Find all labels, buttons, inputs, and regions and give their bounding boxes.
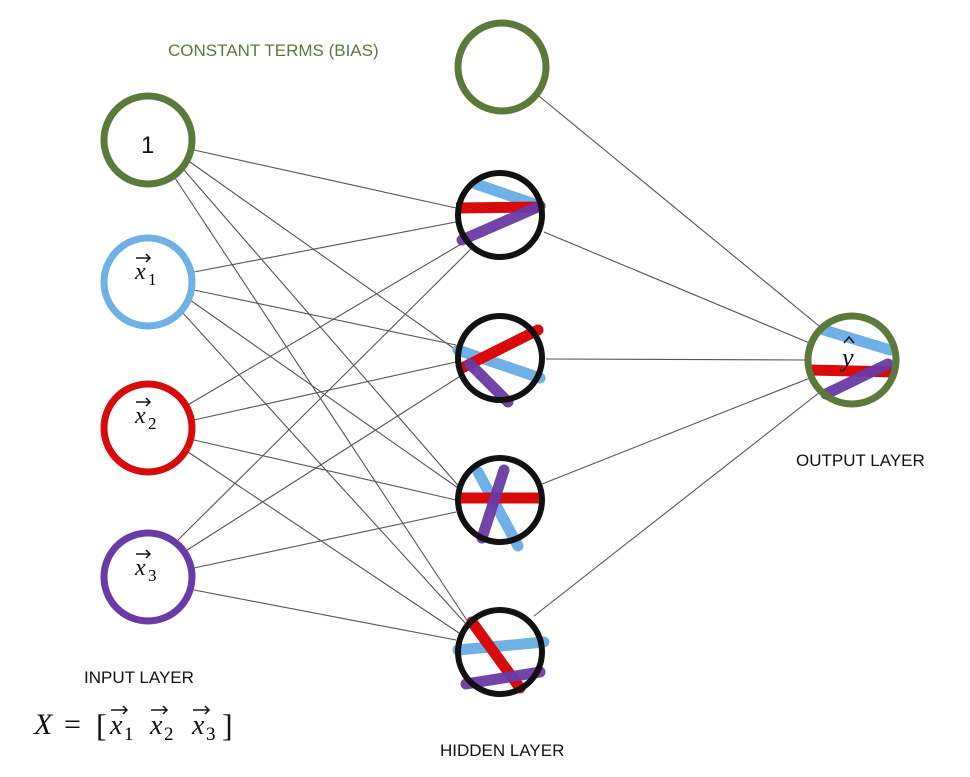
x2-base: x	[134, 403, 146, 429]
eq-x3-base: x	[191, 710, 205, 741]
hidden-layer	[452, 19, 550, 697]
input-x1-label: x 1	[134, 253, 157, 289]
edges	[174, 91, 825, 641]
output-y-hat-label: y	[839, 343, 854, 372]
hidden-node-2	[452, 313, 546, 408]
bias-label: CONSTANT TERMS (BIAS)	[168, 41, 379, 60]
hidden-bias-node	[454, 19, 550, 115]
input-x1-node	[100, 234, 196, 330]
edge-x3-h3	[193, 511, 457, 569]
edge-x1-h4	[181, 311, 467, 625]
edge-x1-h1	[193, 221, 457, 273]
input-x3-node	[100, 529, 196, 625]
input-layer: 1 x 1 x 2 x 3	[100, 92, 196, 625]
edge-x2-h1	[185, 239, 469, 407]
edge-x3-h4	[193, 589, 457, 641]
edge-x2-h3	[193, 439, 457, 501]
x3-sub: 3	[148, 566, 157, 585]
edge-x3-h2	[183, 374, 463, 553]
eq-x2-base: x	[149, 710, 163, 741]
eq-equals: =	[64, 708, 81, 741]
edge-bias-h4	[174, 177, 471, 626]
x1-sub: 1	[148, 270, 157, 289]
edge-x3-h1	[177, 243, 477, 541]
edge-h2-out	[545, 358, 807, 361]
eq-close-bracket: ]	[222, 707, 233, 743]
input-x2-node	[100, 380, 196, 476]
output-node: y	[804, 312, 900, 408]
edge-x1-h2	[193, 289, 457, 346]
input-x3-label: x 3	[134, 549, 157, 585]
edge-h4-out	[533, 391, 821, 617]
eq-open-bracket: [	[96, 707, 107, 743]
x3-vector-arrow-icon	[136, 549, 152, 559]
x1-base: x	[134, 259, 146, 285]
eq-lhs: X	[33, 708, 54, 741]
edge-hbias-out	[533, 91, 825, 331]
eq-x3-vector-arrow-icon	[193, 705, 211, 715]
edge-x2-h2	[193, 361, 457, 421]
x1-vector-arrow-icon	[136, 253, 152, 263]
eq-x1-sub: 1	[124, 724, 134, 745]
x2-vector-arrow-icon	[136, 397, 152, 407]
y-hat-caret-icon	[843, 335, 855, 344]
input-x2-label: x 2	[134, 397, 157, 433]
edge-x1-h3	[189, 299, 459, 489]
hidden-node-3	[455, 455, 545, 552]
x2-sub: 2	[148, 414, 157, 433]
hidden-node-4	[452, 607, 550, 697]
input-bias-label: 1	[141, 132, 154, 159]
input-bias-node	[100, 92, 196, 188]
eq-x2-sub: 2	[164, 724, 174, 745]
x3-base: x	[134, 555, 146, 581]
input-layer-label: INPUT LAYER	[84, 668, 194, 687]
hidden-node-1	[455, 170, 546, 260]
edge-h3-out	[541, 377, 811, 485]
output-layer-label: OUTPUT LAYER	[796, 451, 925, 470]
edge-bias-h3	[183, 169, 463, 491]
eq-x2-vector-arrow-icon	[151, 705, 169, 715]
edge-bias-h1	[193, 149, 457, 209]
edge-h1-out	[543, 231, 813, 345]
edge-bias-h2	[189, 161, 457, 351]
eq-x1-vector-arrow-icon	[111, 705, 129, 715]
eq-x1-base: x	[109, 710, 123, 741]
input-equation: X = [ x 1 x 2 x 3 ]	[33, 705, 233, 745]
hidden-layer-label: HIDDEN LAYER	[440, 741, 564, 760]
eq-x3-sub: 3	[206, 724, 216, 745]
edge-x2-h4	[187, 451, 463, 636]
